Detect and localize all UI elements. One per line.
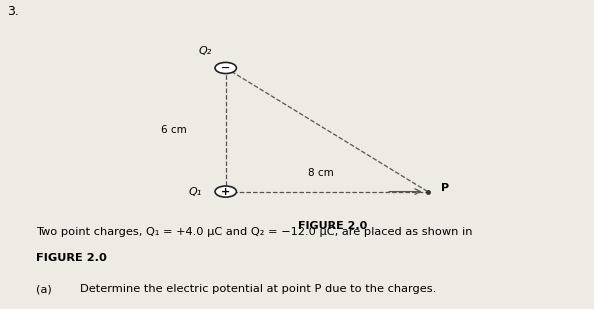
Text: FIGURE 2.0: FIGURE 2.0 xyxy=(298,221,367,231)
Text: 8 cm: 8 cm xyxy=(308,168,334,178)
Text: 6 cm: 6 cm xyxy=(162,125,187,135)
Text: P: P xyxy=(441,184,449,193)
Circle shape xyxy=(215,62,236,74)
Text: Q₁: Q₁ xyxy=(189,187,202,197)
Text: +: + xyxy=(221,187,230,197)
Text: (a): (a) xyxy=(36,284,52,294)
Circle shape xyxy=(215,186,236,197)
Text: FIGURE 2.0: FIGURE 2.0 xyxy=(36,253,106,263)
Text: Q₂: Q₂ xyxy=(198,46,211,56)
Text: Determine the electric potential at point P due to the charges.: Determine the electric potential at poin… xyxy=(80,284,437,294)
Text: Two point charges, Q₁ = +4.0 μC and Q₂ = −12.0 μC, are placed as shown in: Two point charges, Q₁ = +4.0 μC and Q₂ =… xyxy=(36,227,472,237)
Text: 3.: 3. xyxy=(7,5,19,18)
Text: −: − xyxy=(221,63,230,73)
